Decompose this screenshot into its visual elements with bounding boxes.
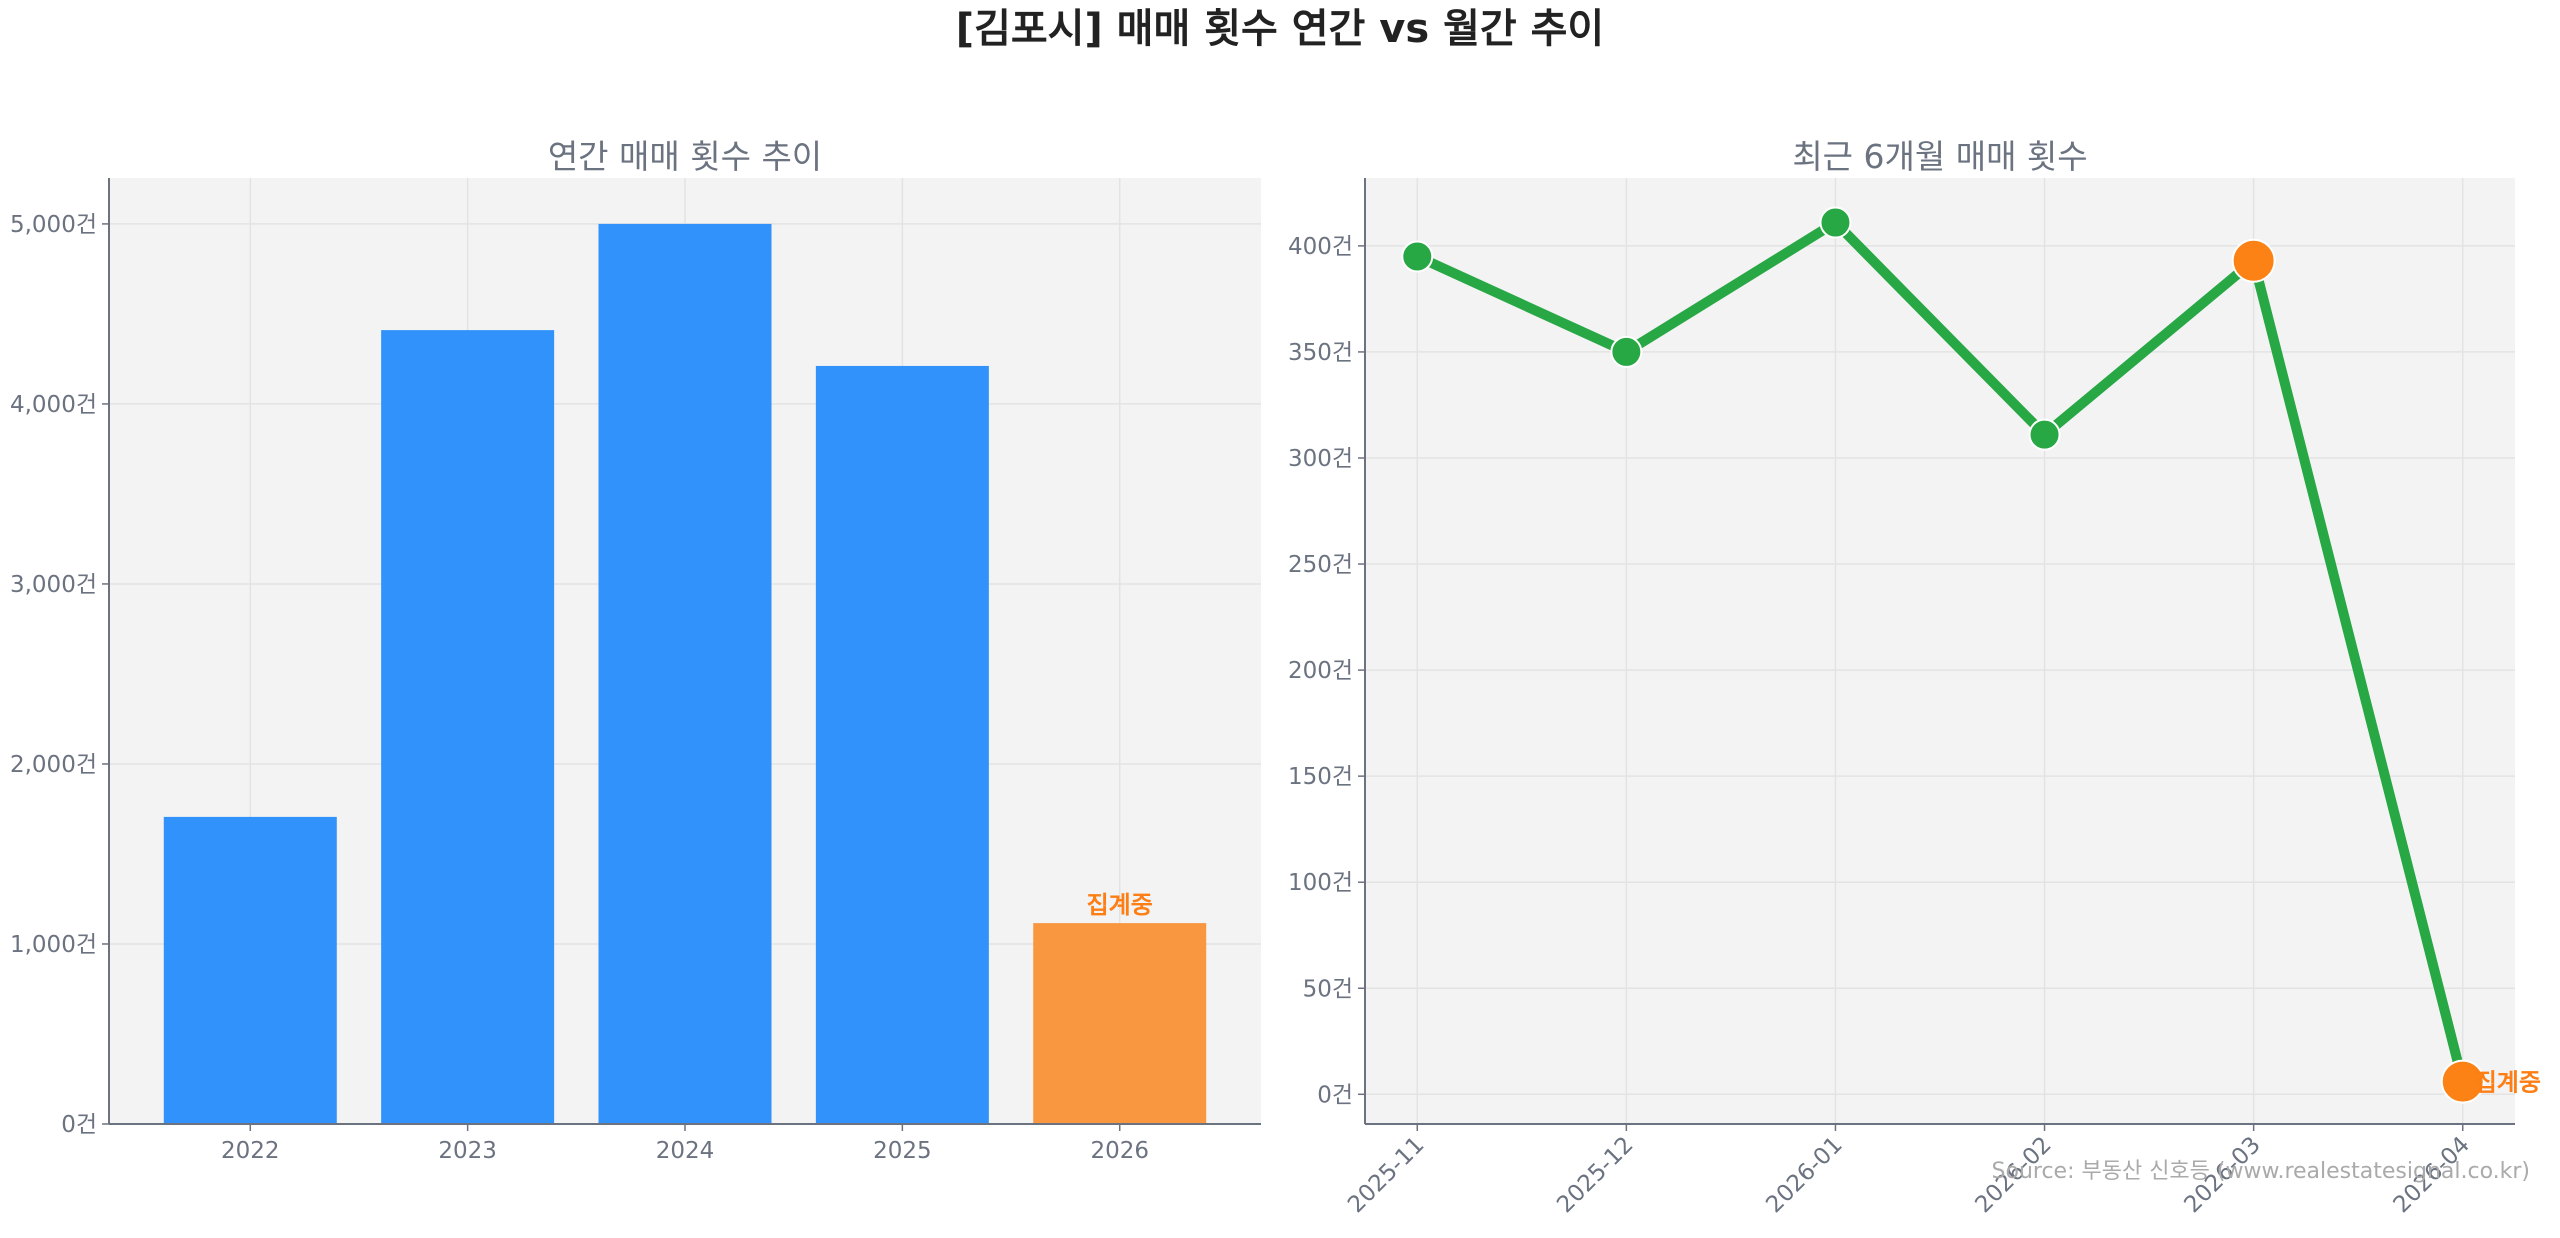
xtick-label: 2025-11 <box>1343 1132 1429 1218</box>
monthly-line-chart: 최근 6개월 매매 횟수 0건 50건 100건 150건 200건 250건 300건 35… <box>1288 137 2541 1218</box>
ytick-label: 1,000건 <box>10 932 97 958</box>
ytick-label: 4,000건 <box>10 392 97 418</box>
ytick-label: 0건 <box>61 1112 97 1138</box>
ytick-label: 3,000건 <box>10 572 97 598</box>
ytick-label: 350건 <box>1288 340 1353 366</box>
data-point-2026-02 <box>2028 418 2061 451</box>
ytick-label: 2,000건 <box>10 752 97 778</box>
ytick-label: 300건 <box>1288 446 1353 472</box>
ytick-label: 400건 <box>1288 234 1353 260</box>
bar-2022 <box>163 816 337 1124</box>
series-line <box>1415 217 2468 1083</box>
annual-bar-chart: 연간 매매 횟수 추이 0건 1,000건 2,000건 3,000건 4,000건 5,… <box>10 137 1261 1164</box>
xtick-label: 2025 <box>873 1138 932 1164</box>
source-note: Source: 부동산 신호등 (www.realestatesignal.co… <box>1992 1159 2530 1184</box>
bar-2024 <box>598 223 772 1124</box>
xtick-label: 2025-12 <box>1552 1132 1638 1218</box>
figure-title: [김포시] 매매 횟수 연간 vs 월간 추이 <box>956 6 1604 52</box>
data-point-2025-11 <box>1401 240 1434 273</box>
ytick-label: 0건 <box>1317 1082 1353 1108</box>
plot-background <box>1365 178 2515 1124</box>
xtick-label: 2026-01 <box>1761 1132 1847 1218</box>
ytick-label: 50건 <box>1303 976 1353 1002</box>
bar-2023 <box>381 330 555 1124</box>
ytick-label: 100건 <box>1288 870 1353 896</box>
data-point-2026-03 <box>2231 238 2276 283</box>
ytick-label: 150건 <box>1288 764 1353 790</box>
data-point-2025-12 <box>1610 335 1643 368</box>
ytick-label: 5,000건 <box>10 212 97 238</box>
bar-2026 <box>1033 923 1207 1124</box>
annual-chart-title: 연간 매매 횟수 추이 <box>548 137 822 176</box>
partial-annotation: 집계중 <box>2475 1069 2541 1097</box>
xtick-label: 2022 <box>221 1138 280 1164</box>
data-point-2026-04 <box>2440 1059 2485 1104</box>
ytick-label: 250건 <box>1288 552 1353 578</box>
ytick-label: 200건 <box>1288 658 1353 684</box>
bar-2025 <box>815 365 989 1124</box>
xtick-label: 2024 <box>656 1138 715 1164</box>
xtick-label: 2023 <box>438 1138 497 1164</box>
data-point-2026-01 <box>1819 206 1852 239</box>
monthly-chart-title: 최근 6개월 매매 횟수 <box>1792 137 2087 176</box>
xtick-label: 2026 <box>1090 1138 1149 1164</box>
partial-annotation: 집계중 <box>1087 891 1153 919</box>
